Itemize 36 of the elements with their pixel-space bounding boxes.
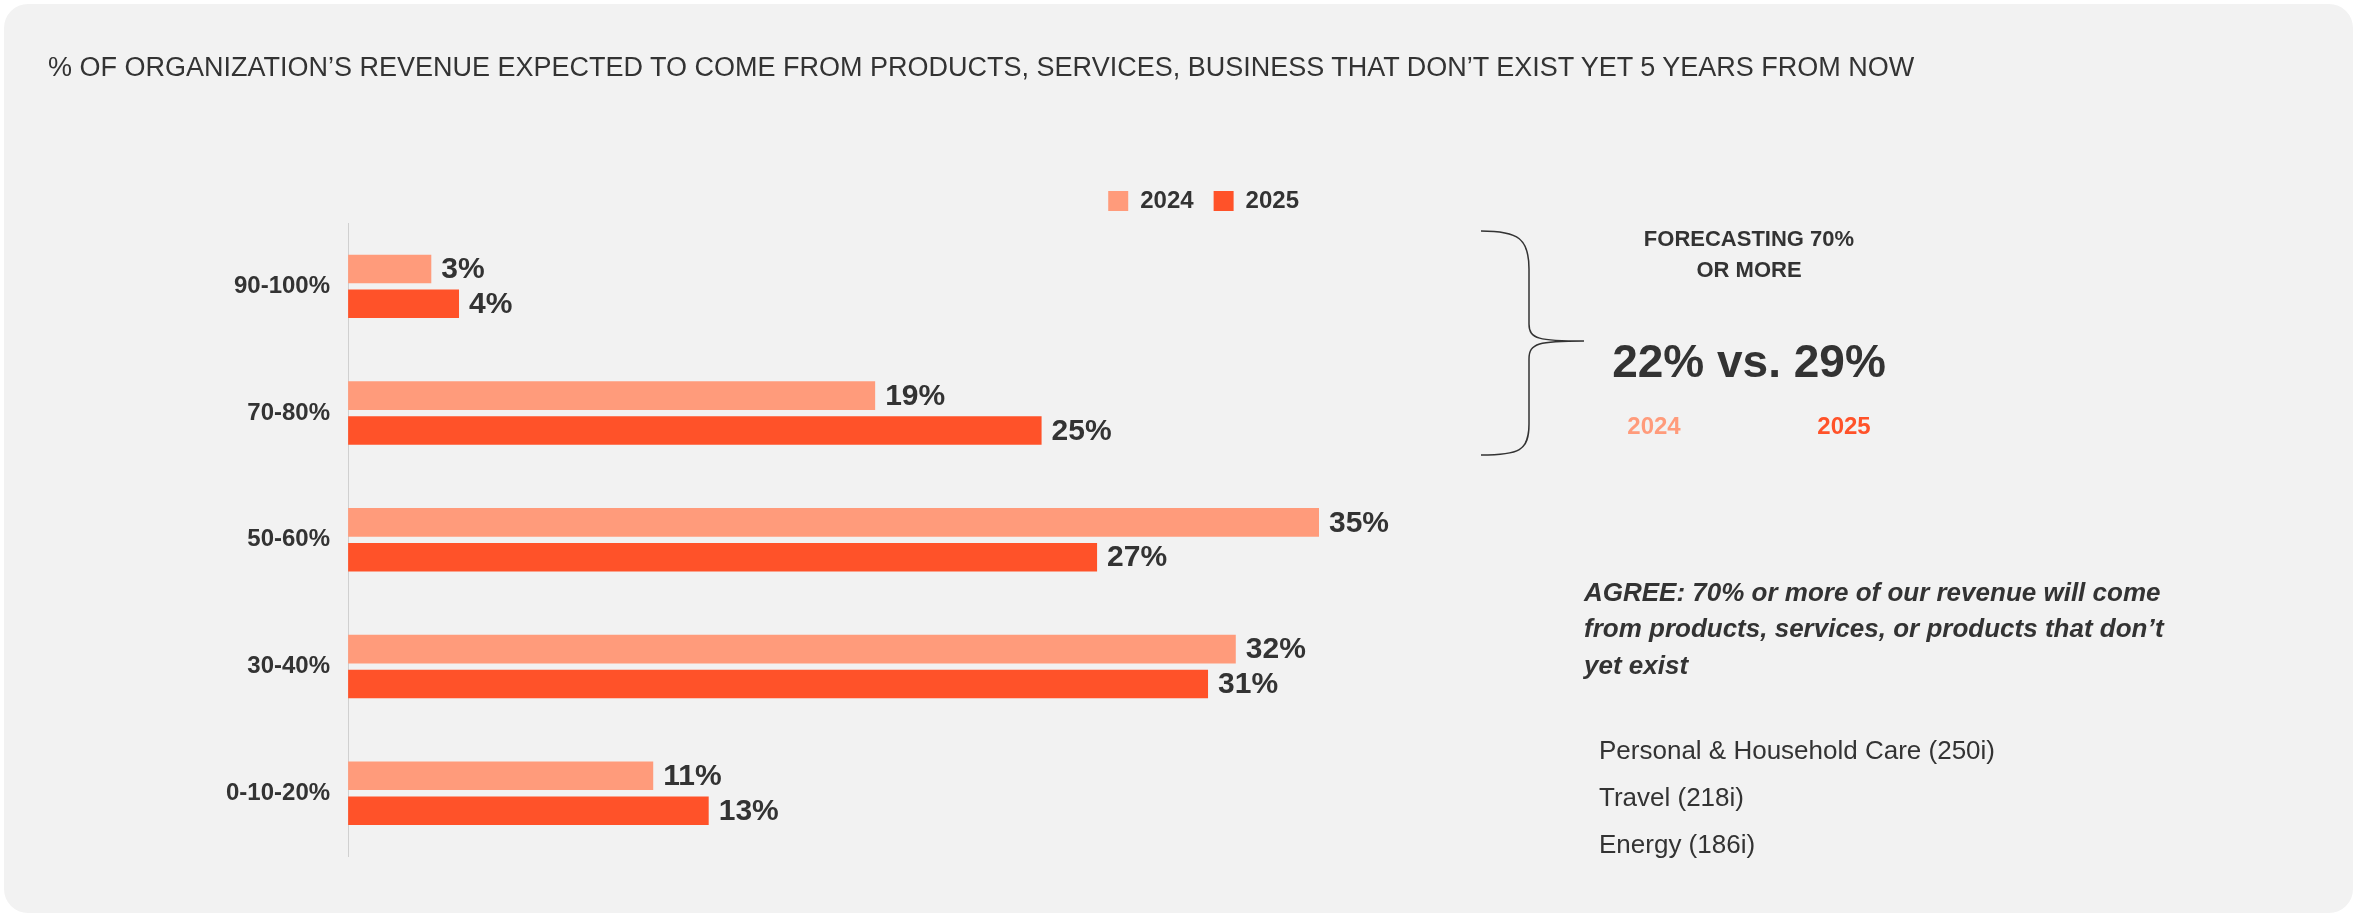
y-tick-label: 70-80%: [247, 397, 331, 425]
text: Energy (186i): [1599, 828, 1757, 861]
bar: [348, 289, 460, 319]
data-label: 25%: [1051, 412, 1112, 446]
data-label: 19%: [885, 377, 946, 411]
y-tick-label: 50-60%: [247, 524, 331, 552]
bar: [348, 796, 709, 825]
bar: [348, 416, 1042, 445]
data-label: 4%: [469, 286, 513, 320]
bar: [348, 669, 1209, 699]
data-label: 31%: [1218, 666, 1279, 700]
y-tick-label: 30-40%: [247, 651, 331, 679]
bar: [348, 634, 1236, 664]
data-label: 32%: [1245, 631, 1306, 665]
bar: [348, 761, 654, 791]
data-label: 3%: [441, 251, 485, 285]
data-label: 35%: [1329, 504, 1390, 538]
text: AGREE: 70% or more of our revenue will come from products, services, or products that don’t yet exist: [1584, 576, 2166, 682]
bar: [348, 254, 432, 284]
bar: [348, 381, 876, 410]
y-tick-label: 90-100%: [233, 270, 331, 298]
data-label: 11%: [663, 758, 722, 792]
text: Travel (218i): [1599, 781, 1745, 814]
legend-label: 2024: [1140, 185, 1195, 213]
bar: [348, 508, 1319, 537]
chart-title: % OF ORGANIZATION’S REVENUE EXPECTED TO COME FROM PRODUCTS, SERVICES, BUSINESS THAT DON’T EXIST YET 5 YEARS FROM NOW: [48, 52, 1915, 83]
text: 2025: [1816, 411, 1872, 441]
data-label: 13%: [718, 792, 779, 826]
text: 22% vs. 29%: [1611, 334, 1887, 389]
text: FORECASTING 70% OR MORE: [1642, 225, 1856, 284]
bar: [348, 542, 1098, 572]
y-tick-label: 0-10-20%: [226, 777, 331, 805]
data-label: 27%: [1107, 539, 1168, 573]
legend-label: 2025: [1245, 185, 1299, 213]
text: Personal & Household Care (250i): [1599, 734, 1996, 767]
text: 2024: [1626, 411, 1682, 441]
